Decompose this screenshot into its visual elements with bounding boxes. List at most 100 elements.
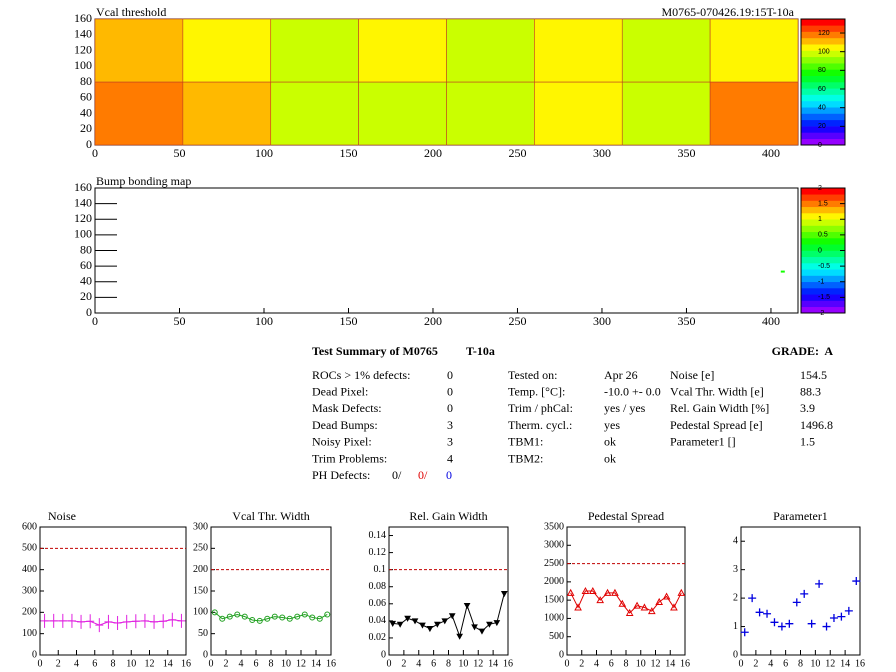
- colorbar-step: [801, 244, 845, 251]
- marker: [433, 621, 441, 628]
- x-tick-label: 14: [163, 658, 173, 669]
- summary-label: Dead Bumps:: [312, 418, 378, 432]
- y-tick-label: 400: [22, 564, 37, 575]
- marker: [785, 619, 794, 628]
- x-tick-label: 12: [145, 658, 155, 669]
- y-tick-label: 0.12: [369, 547, 387, 558]
- marker: [755, 608, 764, 617]
- marker: [670, 603, 678, 611]
- colorbar-step: [801, 288, 845, 295]
- y-tick-label: 80: [80, 74, 92, 88]
- summary-value: 0: [447, 401, 453, 415]
- y-tick-label: 160: [74, 180, 92, 194]
- summary-value: 0: [447, 368, 453, 382]
- colorbar-label: 120: [818, 30, 830, 37]
- colorbar-step: [801, 126, 845, 133]
- x-tick-label: 8: [624, 658, 629, 669]
- colorbar-label: 0.5: [818, 232, 828, 239]
- summary-value: 3.9: [800, 401, 815, 415]
- colorbar-step: [801, 82, 845, 89]
- colorbar-step: [801, 200, 845, 208]
- y-tick-label: 3: [733, 564, 738, 575]
- y-tick-label: 50: [198, 628, 208, 639]
- plot-frame: [210, 526, 332, 656]
- chart-title: Rel. Gain Width: [409, 509, 487, 523]
- chart-title: Parameter1: [773, 509, 828, 523]
- y-tick-label: 0: [733, 649, 738, 660]
- colorbar-step: [801, 194, 845, 201]
- marker: [581, 586, 590, 594]
- marker: [77, 614, 86, 629]
- series-line: [570, 590, 682, 614]
- marker: [662, 592, 671, 600]
- colorbar-step: [801, 250, 845, 258]
- marker: [279, 614, 286, 621]
- heatmap-cell: [621, 81, 711, 146]
- marker: [596, 596, 605, 604]
- summary-label: Temp. [°C]:: [508, 384, 565, 398]
- x-tick-label: 0: [209, 658, 214, 669]
- marker: [822, 622, 831, 631]
- y-tick-label: 600: [22, 521, 37, 532]
- summary-label: Noise [e]: [670, 368, 714, 382]
- colorbar-step: [801, 281, 845, 289]
- x-tick-label: 300: [593, 146, 611, 160]
- colorbar-step: [801, 31, 845, 39]
- marker: [471, 624, 478, 631]
- y-tick-label: 100: [193, 607, 208, 618]
- y-tick-label: 0: [381, 649, 386, 660]
- marker: [324, 611, 331, 618]
- x-tick-label: 100: [255, 314, 273, 328]
- y-tick-label: 0: [32, 649, 37, 660]
- x-tick-label: 2: [579, 658, 584, 669]
- x-tick-label: 6: [609, 658, 614, 669]
- summary-value: 3: [447, 435, 453, 449]
- y-tick-label: 0.1: [374, 564, 387, 575]
- x-tick-label: 14: [311, 658, 321, 669]
- marker: [829, 614, 838, 623]
- y-tick-label: 20: [80, 289, 92, 303]
- marker: [95, 618, 104, 633]
- marker: [800, 589, 809, 598]
- marker: [566, 588, 575, 596]
- marker: [441, 618, 449, 625]
- marker: [625, 608, 634, 616]
- x-tick-label: 6: [431, 658, 436, 669]
- heatmap-cell: [621, 18, 711, 83]
- colorbar-step: [801, 219, 845, 226]
- summary-label: Therm. cycl.:: [508, 418, 572, 432]
- plot-frame: [94, 187, 799, 314]
- x-tick-label: 6: [254, 658, 259, 669]
- x-tick-label: 400: [762, 146, 780, 160]
- heatmap-cell: [182, 18, 272, 83]
- pixel: [780, 270, 785, 273]
- x-tick-label: 4: [768, 658, 773, 669]
- x-tick-label: 350: [677, 314, 695, 328]
- heatmap-cell: [446, 81, 535, 146]
- marker: [807, 619, 816, 628]
- y-tick-label: 4: [733, 536, 738, 547]
- marker: [131, 614, 140, 629]
- colorbar-step: [801, 107, 845, 114]
- x-tick-label: 8: [446, 658, 451, 669]
- colorbar-step: [801, 231, 845, 239]
- marker: [104, 614, 113, 629]
- colorbar-step: [801, 63, 845, 70]
- colorbar-label: -2: [818, 310, 824, 317]
- x-tick-label: 12: [473, 658, 483, 669]
- summary-label: TBM1:: [508, 435, 543, 449]
- marker: [177, 613, 186, 628]
- heatmap-cell: [358, 18, 447, 83]
- colorbar-step: [801, 19, 845, 26]
- colorbar-label: -1: [818, 279, 824, 286]
- x-tick-label: 200: [424, 146, 442, 160]
- marker: [271, 613, 278, 620]
- colorbar-step: [801, 75, 845, 83]
- x-tick-label: 10: [281, 658, 291, 669]
- marker: [411, 618, 419, 625]
- summary-value: 0: [446, 468, 452, 482]
- marker: [677, 588, 686, 596]
- marker: [852, 577, 861, 586]
- heatmap-cell: [709, 81, 799, 146]
